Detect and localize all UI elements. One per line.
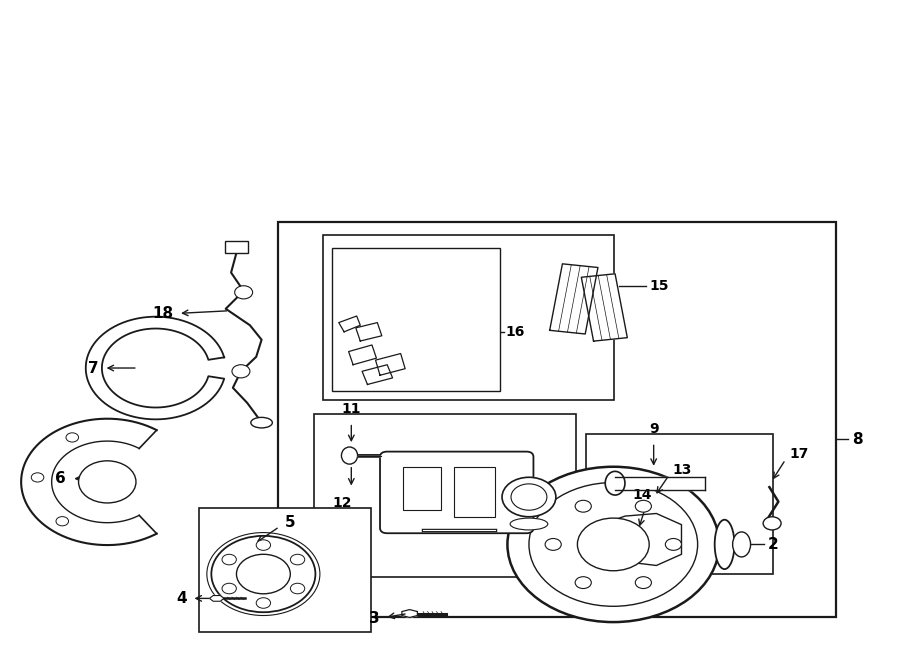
Circle shape [575,576,591,588]
Text: 10: 10 [457,496,477,510]
Text: 6: 6 [55,471,66,486]
Circle shape [56,517,68,526]
Circle shape [578,518,649,570]
Text: 9: 9 [649,422,659,436]
Text: 15: 15 [649,279,669,293]
Circle shape [291,555,305,565]
Text: 12: 12 [333,496,352,510]
Polygon shape [362,365,392,385]
Circle shape [508,467,719,622]
Ellipse shape [510,518,548,530]
Polygon shape [86,317,224,419]
Text: 17: 17 [789,447,808,461]
Circle shape [222,583,237,594]
Text: 5: 5 [285,515,295,530]
Circle shape [32,473,44,482]
Polygon shape [581,274,627,341]
Polygon shape [356,323,382,341]
Polygon shape [402,609,418,617]
Circle shape [256,540,271,551]
FancyBboxPatch shape [380,451,534,533]
Text: 18: 18 [152,306,174,321]
Polygon shape [21,418,157,545]
Circle shape [222,555,237,565]
Bar [454,467,495,517]
Text: 14: 14 [633,488,652,502]
Bar [278,222,836,617]
Ellipse shape [715,520,734,569]
Polygon shape [210,596,224,602]
Bar [403,467,441,510]
Circle shape [545,539,562,551]
Circle shape [256,598,271,608]
Circle shape [502,477,556,517]
Polygon shape [338,316,360,332]
Text: 7: 7 [87,360,98,375]
Text: 11: 11 [342,402,361,416]
Circle shape [237,555,291,594]
Circle shape [511,484,547,510]
Ellipse shape [341,447,357,464]
Circle shape [66,433,78,442]
Text: 1: 1 [482,496,493,510]
Circle shape [235,286,253,299]
Text: 4: 4 [176,591,187,606]
Polygon shape [615,477,705,490]
Circle shape [665,539,681,551]
Bar [322,235,614,400]
Circle shape [529,483,698,606]
Circle shape [291,583,305,594]
Polygon shape [375,354,405,375]
Bar [313,414,576,577]
Polygon shape [348,345,376,365]
Bar [199,508,371,632]
Ellipse shape [251,417,273,428]
Circle shape [212,536,315,612]
Text: 16: 16 [506,325,525,339]
Circle shape [635,576,652,588]
Text: 8: 8 [852,432,862,447]
Circle shape [763,517,781,530]
Text: 13: 13 [672,463,692,477]
Ellipse shape [605,471,625,495]
Ellipse shape [733,532,751,557]
Bar [587,434,773,574]
Circle shape [575,500,591,512]
Bar [225,241,248,253]
Bar [331,248,500,391]
Circle shape [635,500,652,512]
Circle shape [232,365,250,378]
Polygon shape [600,514,681,565]
Text: 3: 3 [369,611,380,627]
Text: 2: 2 [768,537,778,552]
Polygon shape [550,264,598,334]
Circle shape [78,461,136,503]
